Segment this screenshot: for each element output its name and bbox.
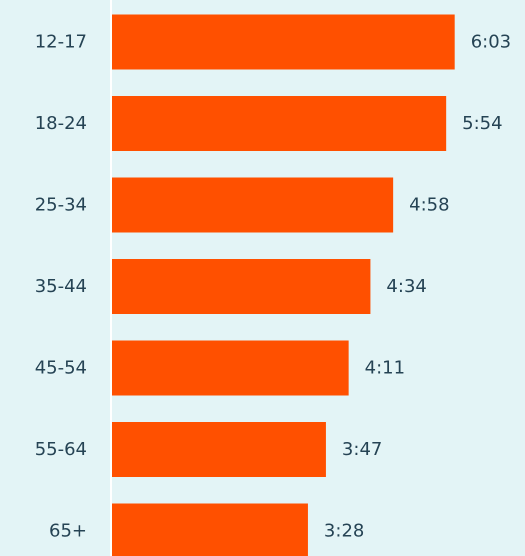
bar-55-64 (111, 422, 326, 477)
category-label-12-17: 12-17 (35, 32, 87, 53)
category-label-18-24: 18-24 (35, 113, 87, 134)
category-label-45-54: 45-54 (35, 358, 87, 379)
category-label-65+: 65+ (49, 521, 87, 542)
category-label-35-44: 35-44 (35, 276, 87, 297)
bar-12-17 (111, 14, 455, 70)
value-label-18-24: 5:54 (462, 113, 502, 134)
value-label-12-17: 6:03 (471, 32, 511, 53)
category-label-55-64: 55-64 (35, 439, 87, 460)
bar-35-44 (111, 259, 371, 314)
category-label-25-34: 25-34 (35, 195, 87, 216)
bar-25-34 (111, 177, 394, 233)
value-label-55-64: 3:47 (342, 439, 382, 460)
bar-18-24 (111, 96, 447, 151)
bar-65+ (111, 503, 308, 556)
value-label-25-34: 4:58 (409, 195, 449, 216)
bars-layer (111, 14, 455, 556)
value-label-35-44: 4:34 (386, 276, 426, 297)
value-label-65+: 3:28 (324, 521, 364, 542)
value-labels: 6:03 5:54 4:58 4:34 4:11 3:47 3:28 (324, 32, 511, 542)
category-labels: 12-17 18-24 25-34 35-44 45-54 55-64 65+ (35, 32, 87, 542)
value-label-45-54: 4:11 (365, 358, 405, 379)
bar-45-54 (111, 340, 349, 396)
